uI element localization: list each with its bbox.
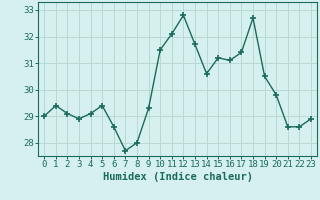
X-axis label: Humidex (Indice chaleur): Humidex (Indice chaleur) xyxy=(103,172,252,182)
